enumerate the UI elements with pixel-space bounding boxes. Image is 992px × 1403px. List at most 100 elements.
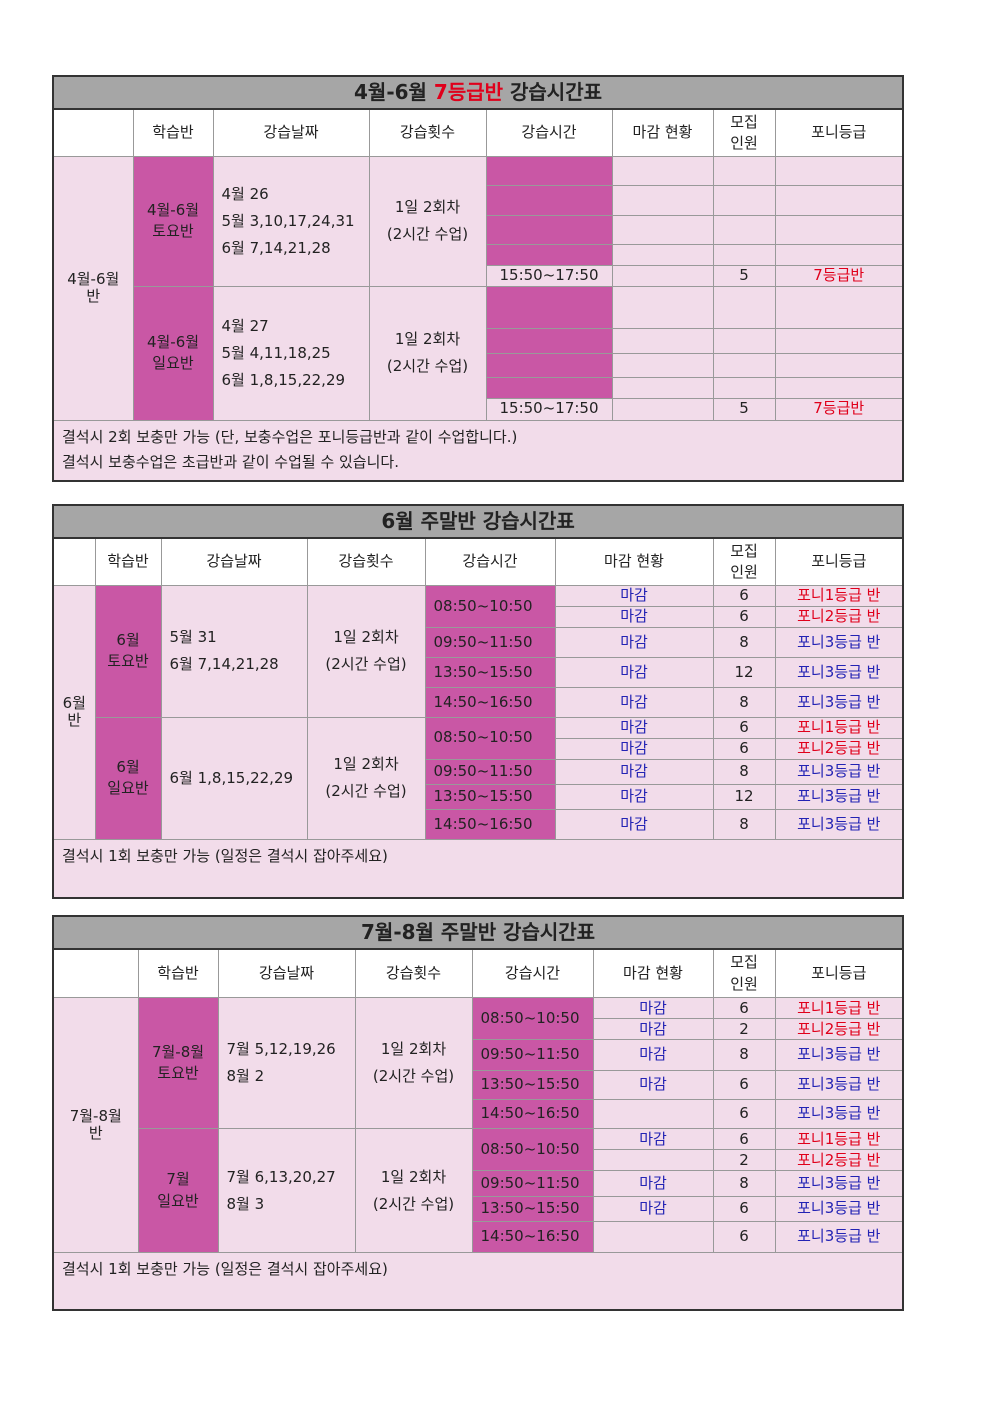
time-cell: 08:50~10:50 xyxy=(471,1128,594,1172)
header-time: 강습시간 xyxy=(471,948,594,999)
grade-cell: 포니3등급 반 xyxy=(774,627,904,659)
recruit-cell: 6 xyxy=(712,1195,776,1222)
grade-cell: 포니2등급 반 xyxy=(774,1018,904,1041)
time-cell: 13:50~15:50 xyxy=(424,783,556,810)
recruit-cell: 6 xyxy=(712,737,776,760)
recruit-cell: 8 xyxy=(712,627,776,659)
status-cell: 마감 xyxy=(592,1128,714,1151)
status-cell xyxy=(611,243,714,266)
time-cell: 14:50~16:50 xyxy=(471,1220,594,1254)
note-cell: 결석시 1회 보충만 가능 (일정은 결석시 잡아주세요) xyxy=(52,839,904,899)
schedule-table-apr-jun: 4월-6월 7등급반 강습시간표 학습반 강습날짜 강습횟수 강습시간 마감 현… xyxy=(52,75,904,482)
time-cell: 09:50~11:50 xyxy=(424,627,556,659)
date-line: 7월 6,13,20,27 xyxy=(226,1167,336,1186)
count-line: (2시간 수업) xyxy=(325,782,407,801)
grade-cell: 포니1등급 반 xyxy=(774,1128,904,1151)
header-blank xyxy=(52,108,134,157)
recruit-cell xyxy=(712,214,776,245)
recruit-cell xyxy=(712,285,776,329)
group-label-line: 4월-6월 xyxy=(67,269,120,288)
recruit-cell xyxy=(712,352,776,378)
status-cell: 마감 xyxy=(554,627,714,659)
class-line: 토요반 xyxy=(152,222,194,240)
note-cell: 결석시 2회 보충만 가능 (단, 보충수업은 포니등급반과 같이 수업합니다.… xyxy=(52,419,904,481)
status-cell xyxy=(611,327,714,354)
dates-cell-sat: 5월 31 6월 7,14,21,28 xyxy=(160,584,308,718)
date-line: 8월 3 xyxy=(226,1194,265,1213)
count-cell-sat: 1일 2회차 (2시간 수업) xyxy=(354,997,473,1130)
grade-cell xyxy=(774,214,904,245)
dates-cell-sun: 6월 1,8,15,22,29 xyxy=(160,716,308,841)
grade-cell: 7등급반 xyxy=(774,264,904,287)
date-line: 6월 1,8,15,22,29 xyxy=(169,768,294,787)
time-cell xyxy=(485,155,613,186)
header-class: 학습반 xyxy=(132,108,214,157)
status-cell xyxy=(611,352,714,378)
time-cell: 13:50~15:50 xyxy=(471,1069,594,1100)
grade-cell: 포니1등급 반 xyxy=(774,584,904,607)
recruit-cell: 12 xyxy=(712,783,776,810)
status-cell: 마감 xyxy=(554,783,714,810)
date-line: 5월 31 xyxy=(169,628,217,647)
grade-cell: 포니3등급 반 xyxy=(774,783,904,810)
group-label-line: 7월-8월 xyxy=(69,1106,122,1125)
time-cell: 14:50~16:50 xyxy=(471,1098,594,1130)
recruit-cell: 8 xyxy=(712,1170,776,1197)
grade-cell xyxy=(774,243,904,266)
count-cell-sun: 1일 2회차 (2시간 수업) xyxy=(306,716,426,841)
class-cell-sat: 6월 토요반 xyxy=(94,584,162,718)
dates-cell-sat: 7월 5,12,19,26 8월 2 xyxy=(217,997,356,1130)
recruit-cell xyxy=(712,155,776,186)
grade-cell: 포니3등급 반 xyxy=(774,657,904,689)
grade-cell xyxy=(774,376,904,399)
group-label-line: 반 xyxy=(67,711,82,730)
count-line: 1일 2회차 xyxy=(394,198,461,216)
class-line: 4월-6월 xyxy=(146,332,200,351)
date-line: 8월 2 xyxy=(226,1067,265,1086)
time-cell: 14:50~16:50 xyxy=(424,808,556,841)
grade-cell xyxy=(774,352,904,378)
count-cell-sat: 1일 2회차 (2시간 수업) xyxy=(368,155,487,287)
grade-cell: 포니3등급 반 xyxy=(774,1069,904,1100)
header-grade: 포니등급 xyxy=(774,108,904,157)
count-line: (2시간 수업) xyxy=(372,1067,455,1086)
header-blank xyxy=(52,948,139,999)
time-cell: 09:50~11:50 xyxy=(424,758,556,785)
note-line: 결석시 보충수업은 초급반과 같이 수업될 수 있습니다. xyxy=(62,453,399,471)
date-line: 5월 3,10,17,24,31 xyxy=(221,211,355,230)
recruit-cell: 6 xyxy=(712,1220,776,1254)
header-count: 강습횟수 xyxy=(368,108,487,157)
time-cell xyxy=(485,376,613,399)
time-cell: 13:50~15:50 xyxy=(424,657,556,689)
class-line: 6월 xyxy=(116,758,140,777)
header-count: 강습횟수 xyxy=(354,948,473,999)
schedule-table-jul-aug: 7월-8월 주말반 강습시간표 학습반 강습날짜 강습횟수 강습시간 마감 현황… xyxy=(52,915,905,1311)
header-class: 학습반 xyxy=(94,537,162,586)
grade-cell: 포니2등급 반 xyxy=(774,737,904,760)
table-title: 7월-8월 주말반 강습시간표 xyxy=(52,915,904,951)
recruit-cell xyxy=(712,184,776,216)
grade-cell xyxy=(774,327,904,354)
header-recruit: 모집 인원 xyxy=(712,948,776,999)
recruit-cell: 8 xyxy=(712,687,776,718)
date-line: 4월 27 xyxy=(221,316,269,335)
header-recruit-line: 모집 xyxy=(730,953,758,972)
dates-cell-sat: 4월 26 5월 3,10,17,24,31 6월 7,14,21,28 xyxy=(212,155,370,287)
time-cell: 08:50~10:50 xyxy=(424,584,556,629)
recruit-cell xyxy=(712,243,776,266)
date-line: 7월 5,12,19,26 xyxy=(226,1040,336,1059)
dates-cell-sun: 7월 6,13,20,27 8월 3 xyxy=(217,1128,356,1253)
status-cell: 마감 xyxy=(554,716,714,739)
count-line: 1일 2회차 xyxy=(333,628,399,647)
header-status: 마감 현황 xyxy=(554,537,714,586)
header-recruit: 모집 인원 xyxy=(712,108,776,157)
header-class: 학습반 xyxy=(137,948,219,999)
status-cell xyxy=(592,1098,714,1130)
table-title: 6월 주말반 강습시간표 xyxy=(52,504,904,540)
status-cell xyxy=(611,376,714,399)
table-title: 4월-6월 7등급반 강습시간표 xyxy=(52,75,904,110)
recruit-cell: 6 xyxy=(712,1128,776,1151)
class-cell-sun: 7월 일요반 xyxy=(137,1128,219,1253)
grade-cell: 포니3등급 반 xyxy=(774,1195,904,1222)
dates-cell-sun: 4월 27 5월 4,11,18,25 6월 1,8,15,22,29 xyxy=(212,285,370,421)
